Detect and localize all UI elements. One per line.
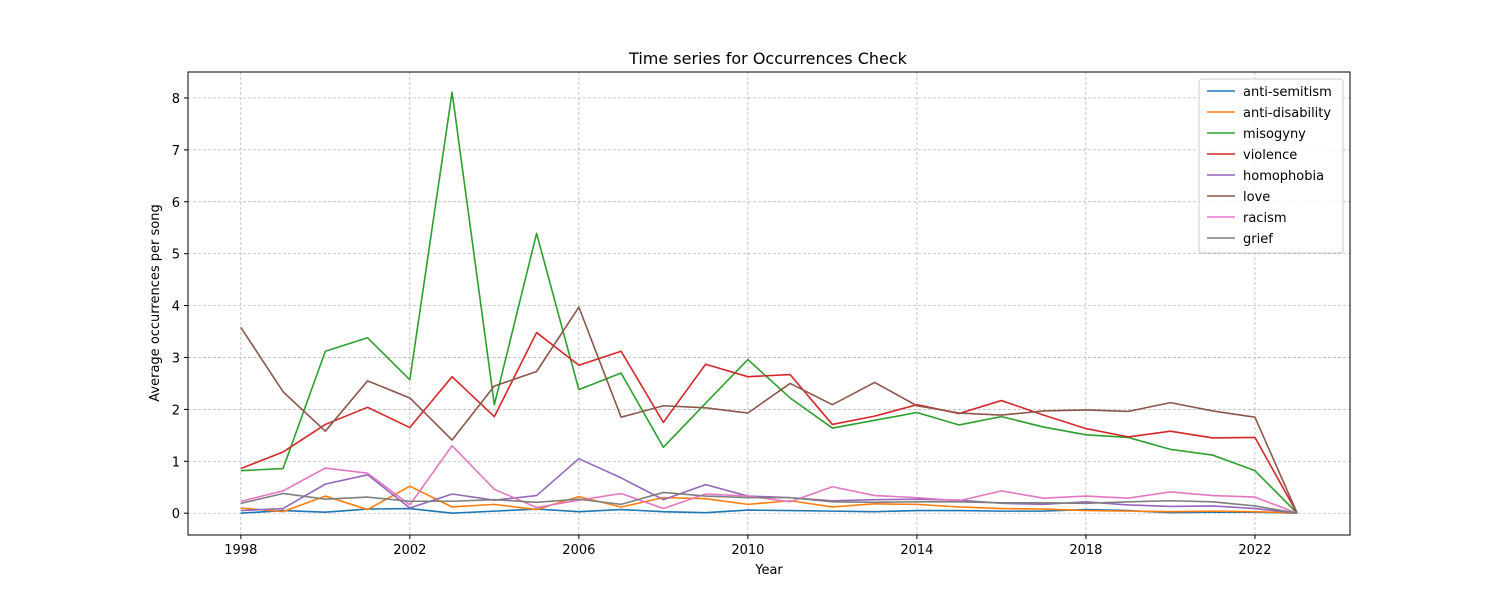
- y-tick-label: 7: [172, 144, 180, 159]
- legend-label: misogyny: [1243, 127, 1306, 142]
- legend-label: violence: [1243, 148, 1297, 163]
- x-tick-label: 2010: [731, 543, 764, 558]
- series-line-racism: [240, 444, 1298, 514]
- legend-label: racism: [1243, 211, 1287, 226]
- series-line-violence: [240, 331, 1298, 514]
- series-lines: [240, 91, 1298, 515]
- series-line-anti-disability: [240, 485, 1298, 514]
- series-line-homophobia: [240, 457, 1298, 514]
- y-tick-label: 2: [172, 403, 180, 418]
- y-tick-label: 6: [172, 196, 180, 211]
- plot-frame: [187, 71, 1351, 536]
- series-line-misogyny: [240, 91, 1298, 514]
- series-line-grief: [240, 491, 1298, 514]
- grid: [188, 72, 1350, 535]
- legend-label: anti-semitism: [1243, 85, 1332, 100]
- x-tick-label: 2022: [1238, 543, 1271, 558]
- legend-label: love: [1243, 190, 1270, 205]
- x-tick-label: 2018: [1069, 543, 1102, 558]
- y-tick-label: 5: [172, 248, 180, 263]
- y-tick-label: 1: [172, 455, 180, 470]
- y-axis-ticks: 0 1 2 3 4 5 6 7 8: [172, 92, 188, 522]
- series-line-love: [240, 306, 1298, 514]
- x-tick-label: 2006: [562, 543, 595, 558]
- chart-title: Time series for Occurrences Check: [628, 49, 908, 68]
- y-tick-label: 0: [172, 507, 180, 522]
- x-tick-label: 2002: [393, 543, 426, 558]
- x-axis-label: Year: [754, 563, 783, 578]
- legend: anti-semitism anti-disability misogyny viol…: [1198, 78, 1344, 254]
- legend-box: [1198, 78, 1344, 254]
- y-tick-label: 3: [172, 351, 180, 366]
- x-tick-label: 2014: [900, 543, 933, 558]
- y-tick-label: 8: [172, 92, 180, 107]
- legend-label: grief: [1243, 232, 1273, 247]
- x-tick-label: 1998: [224, 543, 257, 558]
- legend-label: anti-disability: [1243, 106, 1331, 121]
- y-axis-label: Average occurrences per song: [148, 204, 163, 401]
- y-tick-label: 4: [172, 300, 180, 315]
- x-axis-ticks: 1998 2002 2006 2010 2014 2018 2022: [224, 535, 1271, 558]
- legend-label: homophobia: [1243, 169, 1324, 184]
